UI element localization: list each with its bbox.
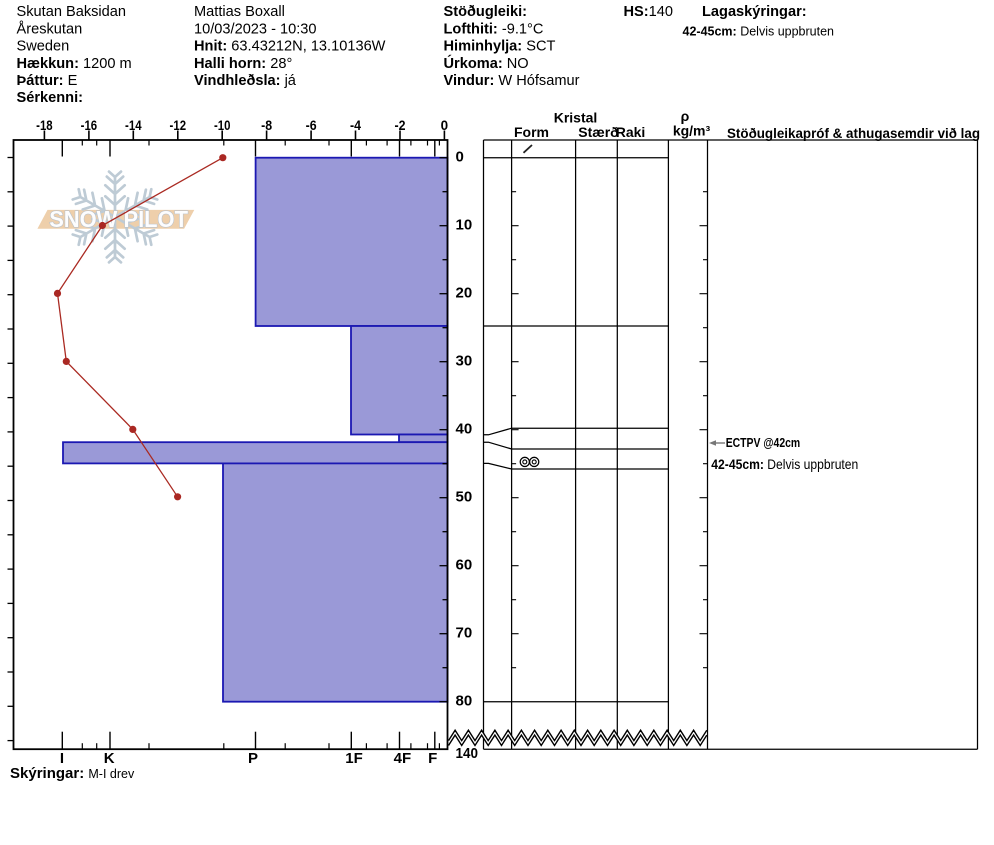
svg-text:Åreskutan: Åreskutan	[17, 20, 83, 37]
svg-text:-16: -16	[81, 117, 98, 133]
svg-text:Kristal: Kristal	[554, 109, 598, 125]
svg-text:42-45cm: Delvis uppbruten: 42-45cm: Delvis uppbruten	[683, 25, 835, 39]
svg-text:Þáttur: E: Þáttur: E	[17, 73, 78, 89]
svg-text:10: 10	[456, 217, 473, 234]
svg-text:Úrkoma: NO: Úrkoma: NO	[444, 54, 529, 72]
svg-text:Stöðugleikapróf & athugasemdir: Stöðugleikapróf & athugasemdir við lag	[727, 125, 980, 141]
svg-text:SNOW PILOT: SNOW PILOT	[49, 206, 188, 232]
svg-text:Lagaskýringar:: Lagaskýringar:	[702, 4, 807, 20]
svg-text:Form: Form	[514, 124, 549, 140]
svg-text:Stærð: Stærð	[578, 124, 618, 140]
svg-text:-14: -14	[125, 117, 142, 133]
svg-text:1F: 1F	[345, 750, 363, 767]
svg-text:140: 140	[456, 745, 479, 762]
svg-text:Mattias Boxall: Mattias Boxall	[194, 4, 285, 20]
svg-text:-8: -8	[261, 117, 272, 133]
svg-text:4F: 4F	[394, 750, 412, 767]
svg-text:HS:140: HS:140	[624, 4, 674, 20]
svg-text:Skýringar: M-I drev: Skýringar: M-I drev	[10, 765, 135, 782]
svg-text:-10: -10	[214, 117, 231, 133]
svg-text:F: F	[428, 750, 437, 767]
svg-text:70: 70	[456, 625, 473, 642]
svg-text:Sérkenni:: Sérkenni:	[17, 90, 84, 106]
svg-text:-12: -12	[170, 117, 187, 133]
svg-text:-18: -18	[36, 117, 53, 133]
svg-text:30: 30	[456, 353, 473, 370]
svg-text:80: 80	[456, 693, 473, 710]
svg-text:10/03/2023 - 10:30: 10/03/2023 - 10:30	[194, 21, 317, 37]
svg-text:Hækkun: 1200 m: Hækkun: 1200 m	[17, 56, 132, 72]
svg-text:-4: -4	[350, 117, 361, 133]
svg-text:0: 0	[456, 149, 464, 166]
svg-text:K: K	[104, 750, 115, 767]
svg-text:50: 50	[456, 489, 473, 506]
svg-text:ρ: ρ	[681, 108, 690, 124]
svg-text:-2: -2	[395, 117, 406, 133]
svg-text:kg/m³: kg/m³	[673, 123, 711, 139]
svg-text:Lofthiti: -9.1°C: Lofthiti: -9.1°C	[444, 21, 544, 37]
svg-text:42-45cm: Delvis uppbruten: 42-45cm: Delvis uppbruten	[711, 456, 858, 472]
svg-text:Halli horn: 28°: Halli horn: 28°	[194, 56, 292, 72]
svg-text:0: 0	[441, 117, 449, 133]
svg-text:ECTPV @42cm: ECTPV @42cm	[726, 435, 801, 450]
svg-text:Stöðugleiki:: Stöðugleiki:	[444, 4, 528, 20]
svg-text:Sweden: Sweden	[17, 39, 70, 55]
svg-text:40: 40	[456, 421, 473, 438]
svg-text:Himinhylja: SCT: Himinhylja: SCT	[444, 39, 556, 55]
svg-text:Skutan Baksidan: Skutan Baksidan	[17, 4, 127, 20]
svg-text:-6: -6	[306, 117, 317, 133]
svg-text:P: P	[248, 750, 258, 767]
svg-text:I: I	[60, 750, 64, 767]
svg-text:Vindhleðsla: já: Vindhleðsla: já	[194, 73, 297, 89]
svg-text:Vindur: W Hófsamur: Vindur: W Hófsamur	[444, 73, 580, 89]
svg-text:Raki: Raki	[616, 124, 646, 140]
svg-text:Hnit: 63.43212N, 13.10136W: Hnit: 63.43212N, 13.10136W	[194, 39, 386, 55]
svg-text:60: 60	[456, 557, 473, 574]
svg-text:20: 20	[456, 285, 473, 302]
